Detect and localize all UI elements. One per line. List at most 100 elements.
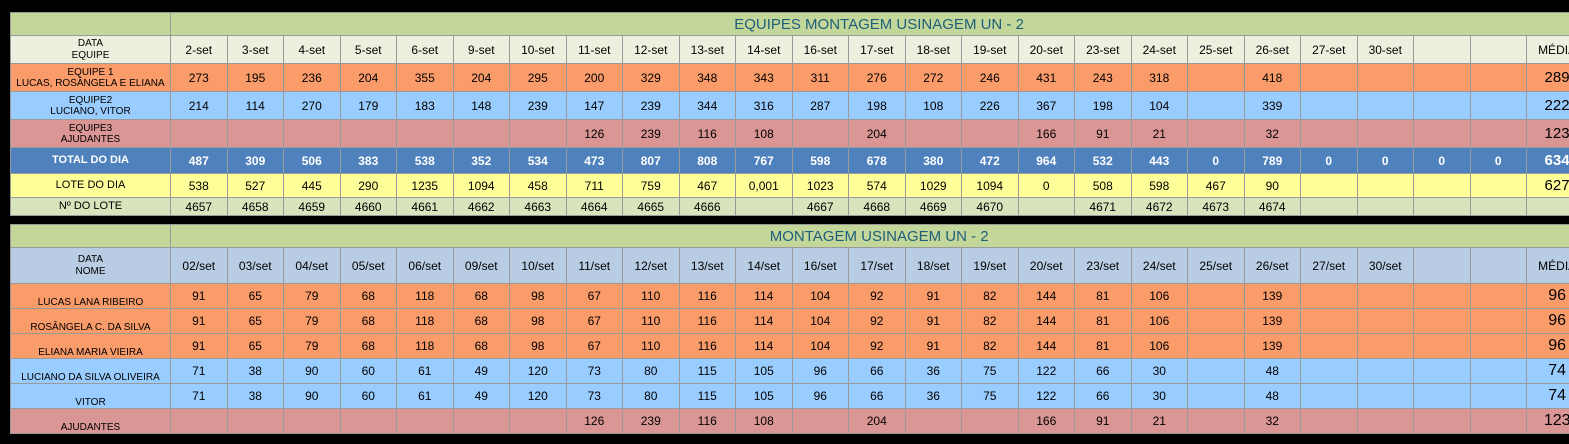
value-cell[interactable]: 4666 xyxy=(678,197,736,216)
header-label-cell[interactable]: DATA EQUIPE xyxy=(10,35,171,64)
value-cell[interactable]: 4673 xyxy=(1187,197,1245,216)
value-cell[interactable] xyxy=(1469,383,1527,409)
value-cell[interactable]: 239 xyxy=(622,119,680,148)
value-cell[interactable]: 21 xyxy=(1130,119,1188,148)
value-cell[interactable]: 90 xyxy=(1243,173,1301,198)
date-header-cell[interactable]: 27-set xyxy=(1300,35,1358,64)
value-cell[interactable] xyxy=(1356,308,1414,334)
value-cell[interactable]: 508 xyxy=(1074,173,1132,198)
value-cell[interactable] xyxy=(339,408,397,434)
average-cell[interactable]: 96 xyxy=(1525,283,1569,309)
value-cell[interactable]: 290 xyxy=(339,173,397,198)
value-cell[interactable]: 343 xyxy=(735,63,793,92)
value-cell[interactable]: 767 xyxy=(735,147,793,174)
row-label-cell[interactable]: LUCIANO DA SILVA OLIVEIRA xyxy=(10,358,171,384)
value-cell[interactable]: 0 xyxy=(1413,147,1471,174)
date-header-cell[interactable]: 10/set xyxy=(509,247,567,284)
value-cell[interactable] xyxy=(339,119,397,148)
value-cell[interactable]: 789 xyxy=(1243,147,1301,174)
date-header-cell[interactable]: 30/set xyxy=(1356,247,1414,284)
value-cell[interactable]: 204 xyxy=(339,63,397,92)
value-cell[interactable]: 91 xyxy=(170,283,228,309)
value-cell[interactable]: 0 xyxy=(1469,147,1527,174)
date-header-cell[interactable]: 9-set xyxy=(452,35,510,64)
value-cell[interactable] xyxy=(226,119,284,148)
value-cell[interactable]: 65 xyxy=(226,308,284,334)
date-header-cell[interactable]: 16/set xyxy=(791,247,849,284)
value-cell[interactable]: 1094 xyxy=(961,173,1019,198)
value-cell[interactable]: 82 xyxy=(961,333,1019,359)
value-cell[interactable]: 60 xyxy=(339,358,397,384)
date-header-cell[interactable]: 30-set xyxy=(1356,35,1414,64)
value-cell[interactable] xyxy=(1356,173,1414,198)
value-cell[interactable]: 4659 xyxy=(283,197,341,216)
date-header-cell[interactable]: 06/set xyxy=(396,247,454,284)
value-cell[interactable]: 166 xyxy=(1017,408,1075,434)
value-cell[interactable]: 126 xyxy=(565,119,623,148)
date-header-cell[interactable]: 24/set xyxy=(1130,247,1188,284)
value-cell[interactable]: 1235 xyxy=(396,173,454,198)
value-cell[interactable]: 73 xyxy=(565,358,623,384)
date-header-cell[interactable] xyxy=(1469,247,1527,284)
value-cell[interactable]: 226 xyxy=(961,91,1019,120)
value-cell[interactable]: 92 xyxy=(848,308,906,334)
value-cell[interactable]: 106 xyxy=(1130,333,1188,359)
value-cell[interactable]: 214 xyxy=(170,91,228,120)
date-header-cell[interactable]: 19-set xyxy=(961,35,1019,64)
value-cell[interactable]: 139 xyxy=(1243,333,1301,359)
value-cell[interactable]: 473 xyxy=(565,147,623,174)
value-cell[interactable]: 75 xyxy=(961,383,1019,409)
value-cell[interactable]: 91 xyxy=(170,333,228,359)
value-cell[interactable]: 120 xyxy=(509,383,567,409)
value-cell[interactable]: 0 xyxy=(1300,147,1358,174)
row-label-cell[interactable]: VITOR xyxy=(10,383,171,409)
date-header-cell[interactable]: 12-set xyxy=(622,35,680,64)
value-cell[interactable]: 147 xyxy=(565,91,623,120)
value-cell[interactable]: 538 xyxy=(170,173,228,198)
value-cell[interactable]: 61 xyxy=(396,358,454,384)
value-cell[interactable] xyxy=(1469,63,1527,92)
value-cell[interactable]: 65 xyxy=(226,333,284,359)
value-cell[interactable]: 36 xyxy=(904,383,962,409)
value-cell[interactable]: 4665 xyxy=(622,197,680,216)
value-cell[interactable]: 71 xyxy=(170,358,228,384)
value-cell[interactable] xyxy=(1469,197,1527,216)
value-cell[interactable]: 472 xyxy=(961,147,1019,174)
value-cell[interactable]: 104 xyxy=(1130,91,1188,120)
date-header-cell[interactable]: 13-set xyxy=(678,35,736,64)
value-cell[interactable]: 114 xyxy=(735,308,793,334)
value-cell[interactable]: 98 xyxy=(509,308,567,334)
row-label-cell[interactable]: ELIANA MARIA VIEIRA xyxy=(10,333,171,359)
date-header-cell[interactable]: 25-set xyxy=(1187,35,1245,64)
value-cell[interactable]: 105 xyxy=(735,383,793,409)
lote-label-cell[interactable]: LOTE DO DIA xyxy=(10,173,171,198)
value-cell[interactable] xyxy=(1300,283,1358,309)
value-cell[interactable] xyxy=(1300,358,1358,384)
date-header-cell[interactable]: 20/set xyxy=(1017,247,1075,284)
date-header-cell[interactable]: 12/set xyxy=(622,247,680,284)
date-header-cell[interactable]: 23/set xyxy=(1074,247,1132,284)
value-cell[interactable]: 90 xyxy=(283,358,341,384)
value-cell[interactable]: 105 xyxy=(735,358,793,384)
value-cell[interactable]: 66 xyxy=(848,383,906,409)
title-blank-cell[interactable] xyxy=(10,12,171,36)
date-header-cell[interactable]: 25/set xyxy=(1187,247,1245,284)
value-cell[interactable]: 82 xyxy=(961,283,1019,309)
value-cell[interactable] xyxy=(1413,197,1471,216)
value-cell[interactable]: 4670 xyxy=(961,197,1019,216)
value-cell[interactable]: 92 xyxy=(848,283,906,309)
value-cell[interactable]: 527 xyxy=(226,173,284,198)
total-label-cell[interactable]: TOTAL DO DIA xyxy=(10,147,171,174)
date-header-cell[interactable]: 16-set xyxy=(791,35,849,64)
date-header-cell[interactable]: 20-set xyxy=(1017,35,1075,64)
value-cell[interactable]: 348 xyxy=(678,63,736,92)
average-cell[interactable]: 123 xyxy=(1525,408,1569,434)
value-cell[interactable]: 104 xyxy=(791,333,849,359)
value-cell[interactable]: 4663 xyxy=(509,197,567,216)
value-cell[interactable]: 30 xyxy=(1130,358,1188,384)
value-cell[interactable]: 48 xyxy=(1243,358,1301,384)
value-cell[interactable] xyxy=(1413,408,1471,434)
value-cell[interactable]: 66 xyxy=(1074,358,1132,384)
value-cell[interactable]: 49 xyxy=(452,358,510,384)
value-cell[interactable]: 122 xyxy=(1017,358,1075,384)
